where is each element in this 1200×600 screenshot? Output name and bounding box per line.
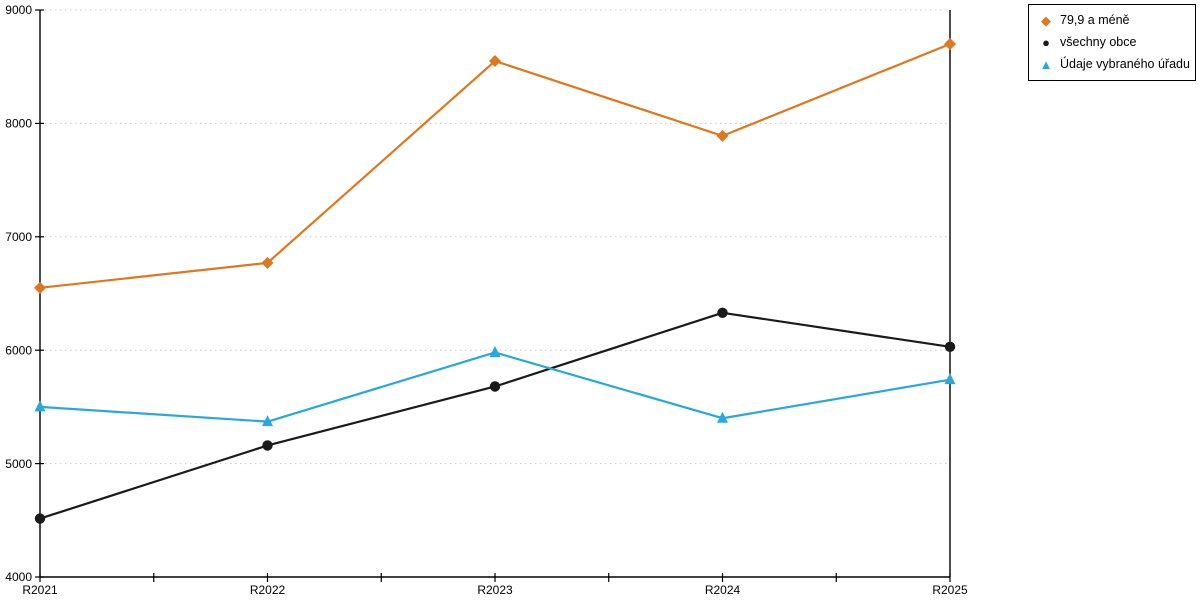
legend-label: Údaje vybraného úřadu xyxy=(1060,57,1190,72)
data-point-triangle xyxy=(34,400,46,412)
data-point-triangle xyxy=(489,345,501,357)
data-point-circle xyxy=(489,381,501,392)
triangle-marker-icon: ▲ xyxy=(1039,57,1053,72)
x-tick-label: R2023 xyxy=(477,583,513,597)
circle-marker-icon: ● xyxy=(1042,35,1050,50)
x-tick-label: R2025 xyxy=(932,583,968,597)
data-point-triangle xyxy=(944,373,956,385)
y-tick-label: 9000 xyxy=(5,3,32,17)
data-point-diamond xyxy=(34,281,46,294)
data-point-triangle xyxy=(262,415,273,427)
legend: ◆ 79,9 a méně ● všechny obce ▲ Údaje vyb… xyxy=(1028,4,1196,81)
legend-item: ▲ Údaje vybraného úřadu xyxy=(1039,57,1190,72)
legend-item: ◆ 79,9 a méně xyxy=(1039,14,1185,27)
data-point-circle xyxy=(34,513,46,524)
data-point-diamond xyxy=(489,55,501,68)
y-tick-label: 4000 xyxy=(5,570,32,584)
x-tick-label: R2021 xyxy=(22,583,58,597)
data-point-diamond xyxy=(944,38,956,51)
y-tick-label: 8000 xyxy=(5,117,32,131)
y-tick-label: 7000 xyxy=(5,230,32,244)
legend-label: 79,9 a méně xyxy=(1060,13,1130,28)
data-point-diamond xyxy=(261,256,274,269)
x-tick-label: R2022 xyxy=(250,583,286,597)
diamond-marker-icon: ◆ xyxy=(1041,13,1051,28)
data-point-circle xyxy=(944,341,956,352)
data-point-triangle xyxy=(717,411,728,423)
x-tick-label: R2024 xyxy=(705,583,741,597)
legend-label: všechny obce xyxy=(1060,35,1137,50)
series-line-0 xyxy=(39,43,951,289)
data-point-circle xyxy=(262,440,273,451)
y-tick-label: 5000 xyxy=(5,457,32,471)
data-point-diamond xyxy=(716,129,729,142)
data-point-circle xyxy=(717,307,728,318)
y-tick-label: 6000 xyxy=(5,343,32,357)
legend-item: ● všechny obce xyxy=(1039,36,1185,49)
